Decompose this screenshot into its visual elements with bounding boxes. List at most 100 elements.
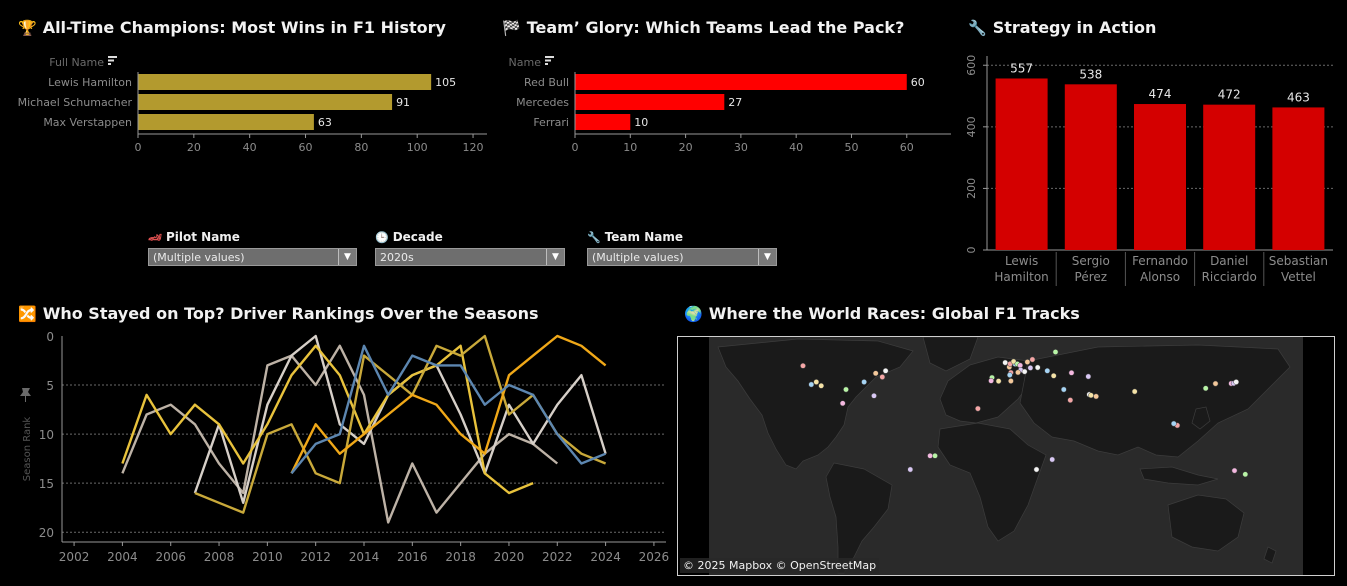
track-marker [813,379,820,385]
chevron-down-icon[interactable]: ▼ [338,249,356,265]
sort-icon [108,56,117,65]
land-north-america [717,338,914,470]
track-marker [1131,388,1138,395]
race-car-icon: 🏎 [148,231,162,244]
map-attribution: © 2025 Mapbox © OpenStreetMap [680,558,880,573]
x-tick-label: Daniel [1210,254,1248,268]
track-marker [1242,471,1249,478]
category-label: Michael Schumacher [18,96,133,109]
track-marker [1093,393,1099,400]
x-tick-label: 2010 [252,550,283,564]
rankings-chart: 0 5 10 15 20 2002 2004 2006 2008 2010 2012 2014 2016… [20,330,669,564]
x-tick-label: Fernando [1132,254,1188,268]
x-tick-label: 2022 [542,550,573,564]
category-label: Lewis Hamilton [48,76,132,89]
pilot-select[interactable]: (Multiple values) ▼ [148,248,357,266]
bar [995,78,1048,250]
pilot-select-value: (Multiple values) [153,251,245,264]
x-tick-label: 0 [572,141,579,154]
x-tick-label: 60 [299,141,313,154]
chevron-down-icon[interactable]: ▼ [546,249,564,265]
checkered-flag-icon: 🏁 [502,19,521,37]
x-tick-label: Pérez [1075,270,1108,284]
x-tick-label: Ricciardo [1202,270,1257,284]
x-tick-label: 20 [679,141,693,154]
teams-title-text: Team’ Glory: Which Teams Lead the Pack? [526,18,905,37]
column-header: Name [509,56,542,69]
team-filter: 🔧 Team Name (Multiple values) ▼ [587,230,777,266]
pilot-filter: 🏎 Pilot Name (Multiple values) ▼ [148,230,357,266]
tracks-map[interactable]: © 2025 Mapbox © OpenStreetMap [677,336,1335,576]
track-marker [1052,349,1059,355]
data-label: 60 [911,76,925,89]
bar [575,74,907,90]
pilot-filter-label: 🏎 Pilot Name [148,230,357,244]
track-marker [1034,364,1041,371]
sort-icon-bar [108,63,111,65]
y-axis-label: Season Rank [22,417,33,482]
pin-icon [20,388,31,402]
track-marker [1202,385,1209,392]
trophy-icon: 🏆 [18,19,37,37]
x-tick-label: Hamilton [994,270,1048,284]
wrench-icon: 🔧 [968,19,987,37]
track-marker [1033,466,1040,473]
track-marker [882,367,889,374]
x-tick-label: 60 [900,141,914,154]
track-marker [800,362,806,369]
bar [1134,104,1186,251]
x-tick-label: 40 [243,141,257,154]
land-japan [1191,406,1211,430]
shuffle-icon: 🔀 [18,305,37,323]
x-tick-label: Lewis [1005,254,1038,268]
land-greenland [922,337,979,372]
x-tick-label: 120 [463,141,484,154]
y-tick-label: 200 [965,178,978,199]
y-tick-label: 15 [39,477,54,491]
x-tick-label: 2018 [445,550,476,564]
land-new-zealand [1263,546,1277,564]
tracks-title-text: Where the World Races: Global F1 Tracks [708,304,1080,323]
track-marker [808,381,815,388]
champions-chart: Full Name Lewis Hamilton 105 Michael Schuma… [18,56,487,154]
track-marker [861,379,867,385]
track-marker [1231,467,1238,474]
chevron-down-icon[interactable]: ▼ [758,249,776,265]
decade-filter: 🕒 Decade 2020s ▼ [375,230,565,266]
strategy-title: 🔧 Strategy in Action [968,18,1156,37]
decade-select[interactable]: 2020s ▼ [375,248,565,266]
track-marker [1024,359,1031,365]
bar [575,114,631,130]
track-markers [800,349,1249,478]
sort-icon-bar [545,56,554,58]
track-marker [995,378,1002,384]
y-tick-label: 400 [965,116,978,137]
track-marker [975,405,981,412]
land-indonesia [1139,466,1219,486]
series-line [290,334,607,474]
track-marker [872,370,879,377]
team-select[interactable]: (Multiple values) ▼ [587,248,777,266]
data-label: 463 [1287,90,1310,104]
world-map[interactable] [678,337,1334,575]
bar [138,114,314,130]
track-marker [1044,367,1051,374]
x-tick-label: 2008 [204,550,235,564]
x-tick-label: 2016 [397,550,428,564]
y-tick-label: 10 [39,428,54,442]
land-australia [1167,494,1245,552]
category-label: Max Verstappen [43,116,132,129]
track-marker [1049,456,1056,463]
track-marker [1008,378,1014,384]
x-tick-label: 0 [135,141,142,154]
x-tick-label: 50 [844,141,858,154]
y-tick-label: 0 [965,247,978,254]
track-marker [1060,386,1067,393]
decade-filter-label: 🕒 Decade [375,230,565,244]
x-tick-label: 30 [734,141,748,154]
y-tick-label: 20 [39,526,54,540]
track-marker [1006,372,1013,378]
data-label: 474 [1149,87,1172,101]
data-label: 472 [1218,88,1241,102]
track-marker [988,377,994,384]
